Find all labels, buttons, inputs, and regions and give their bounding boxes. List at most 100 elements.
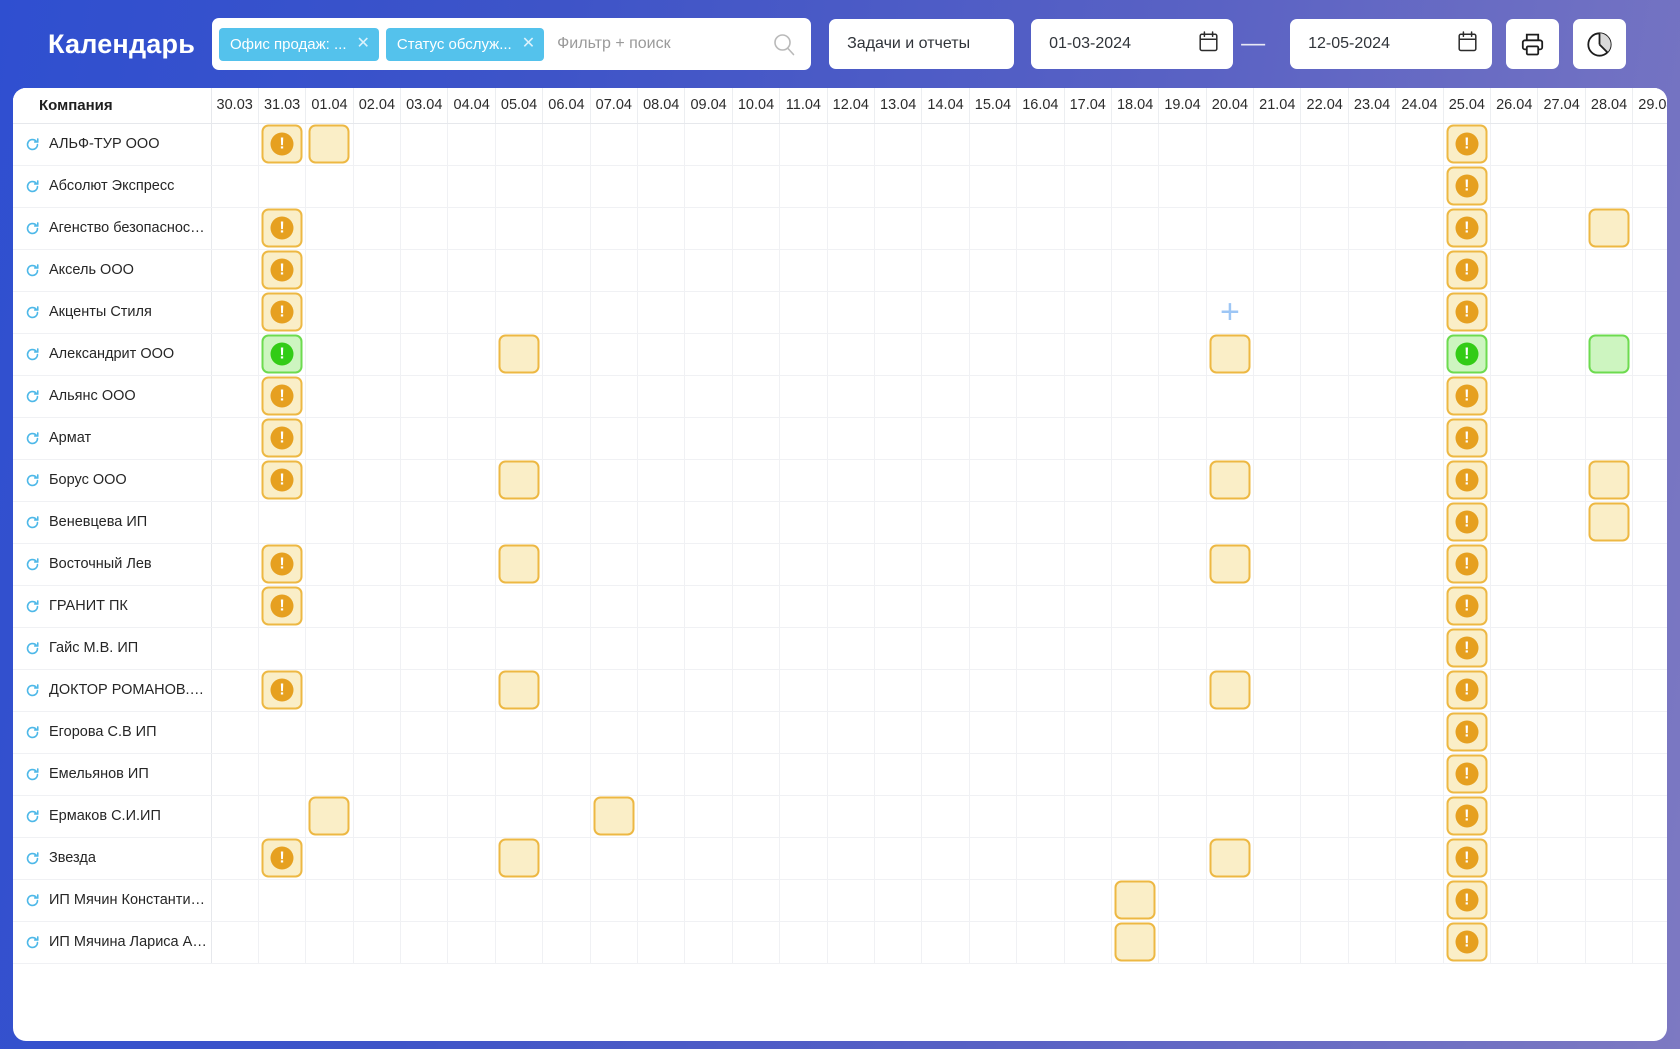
calendar-cell[interactable] <box>1158 879 1207 922</box>
event-marker[interactable]: ! <box>1446 124 1488 164</box>
calendar-cell[interactable] <box>1064 123 1112 166</box>
calendar-cell[interactable] <box>353 795 402 838</box>
calendar-cell[interactable] <box>969 627 1018 670</box>
calendar-cell[interactable] <box>1490 333 1539 376</box>
calendar-cell[interactable] <box>732 543 781 586</box>
event-marker[interactable]: ! <box>1446 754 1488 794</box>
calendar-cell[interactable] <box>969 249 1018 292</box>
calendar-cell[interactable] <box>684 249 733 292</box>
calendar-cell[interactable] <box>1632 879 1667 922</box>
calendar-cell[interactable] <box>827 711 875 754</box>
calendar-cell[interactable] <box>1490 837 1539 880</box>
event-marker[interactable]: ! <box>261 670 303 710</box>
calendar-cell[interactable] <box>1064 291 1112 334</box>
event-marker[interactable] <box>1588 334 1630 374</box>
calendar-cell[interactable] <box>1395 711 1444 754</box>
calendar-cell[interactable] <box>1585 165 1634 208</box>
calendar-cell[interactable] <box>1300 207 1349 250</box>
calendar-cell[interactable] <box>1253 879 1302 922</box>
event-marker[interactable]: ! <box>1446 502 1488 542</box>
calendar-cell[interactable] <box>779 879 828 922</box>
calendar-cell[interactable]: ! <box>258 543 307 586</box>
calendar-cell[interactable] <box>305 627 354 670</box>
calendar-cell[interactable] <box>921 711 970 754</box>
calendar-cell[interactable] <box>969 753 1018 796</box>
calendar-cell[interactable] <box>400 459 449 502</box>
calendar-cell[interactable] <box>637 165 686 208</box>
calendar-cell[interactable] <box>637 375 686 418</box>
calendar-cell[interactable] <box>211 627 259 670</box>
calendar-cell[interactable]: ! <box>1443 795 1492 838</box>
calendar-cell[interactable] <box>1016 795 1065 838</box>
calendar-cell[interactable] <box>542 501 591 544</box>
calendar-cell[interactable] <box>1300 417 1349 460</box>
calendar-cell[interactable] <box>1585 333 1634 376</box>
calendar-cell[interactable]: ! <box>1443 123 1492 166</box>
calendar-cell[interactable] <box>827 123 875 166</box>
company-cell[interactable]: Звезда <box>13 837 212 880</box>
calendar-cell[interactable] <box>353 123 402 166</box>
calendar-cell[interactable] <box>969 459 1018 502</box>
calendar-cell[interactable] <box>921 417 970 460</box>
calendar-cell[interactable] <box>732 123 781 166</box>
calendar-cell[interactable] <box>684 627 733 670</box>
calendar-cell[interactable] <box>353 165 402 208</box>
refresh-icon[interactable] <box>25 599 40 614</box>
calendar-cell[interactable] <box>1016 501 1065 544</box>
calendar-cell[interactable] <box>1395 879 1444 922</box>
calendar-cell[interactable] <box>590 165 639 208</box>
calendar-cell[interactable] <box>1632 921 1667 964</box>
event-marker[interactable]: ! <box>1446 250 1488 290</box>
calendar-cell[interactable] <box>542 627 591 670</box>
calendar-cell[interactable] <box>1016 459 1065 502</box>
calendar-cell[interactable] <box>1585 291 1634 334</box>
calendar-cell[interactable] <box>211 753 259 796</box>
calendar-cell[interactable] <box>211 165 259 208</box>
calendar-cell[interactable] <box>1016 123 1065 166</box>
calendar-cell[interactable] <box>1158 207 1207 250</box>
calendar-cell[interactable] <box>1490 921 1539 964</box>
calendar-cell[interactable] <box>1585 459 1634 502</box>
calendar-cell[interactable] <box>684 333 733 376</box>
calendar-cell[interactable] <box>969 585 1018 628</box>
calendar-cell[interactable] <box>1206 417 1255 460</box>
calendar-cell[interactable] <box>590 291 639 334</box>
calendar-cell[interactable] <box>1064 333 1112 376</box>
calendar-cell[interactable] <box>305 753 354 796</box>
calendar-cell[interactable] <box>779 459 828 502</box>
calendar-cell[interactable] <box>1300 795 1349 838</box>
calendar-cell[interactable] <box>211 207 259 250</box>
calendar-cell[interactable] <box>447 669 496 712</box>
calendar-cell[interactable] <box>542 837 591 880</box>
calendar-cell[interactable]: ! <box>1443 627 1492 670</box>
calendar-cell[interactable] <box>400 669 449 712</box>
calendar-cell[interactable] <box>874 627 923 670</box>
calendar-cell[interactable] <box>1632 207 1667 250</box>
calendar-cell[interactable] <box>305 669 354 712</box>
calendar-cell[interactable] <box>1348 585 1397 628</box>
event-marker[interactable]: ! <box>261 208 303 248</box>
calendar-cell[interactable] <box>447 165 496 208</box>
calendar-cell[interactable] <box>258 501 307 544</box>
refresh-icon[interactable] <box>25 935 40 950</box>
event-marker[interactable]: ! <box>1446 166 1488 206</box>
event-marker[interactable] <box>498 838 540 878</box>
calendar-cell[interactable] <box>1300 249 1349 292</box>
calendar-cell[interactable] <box>1348 165 1397 208</box>
calendar-cell[interactable] <box>495 207 544 250</box>
calendar-cell[interactable] <box>1537 417 1586 460</box>
event-marker[interactable]: ! <box>261 376 303 416</box>
refresh-icon[interactable] <box>25 347 40 362</box>
calendar-cell[interactable] <box>684 501 733 544</box>
calendar-cell[interactable] <box>1016 921 1065 964</box>
calendar-cell[interactable] <box>779 711 828 754</box>
calendar-cell[interactable] <box>1253 585 1302 628</box>
calendar-cell[interactable] <box>495 669 544 712</box>
calendar-cell[interactable] <box>1490 123 1539 166</box>
calendar-cell[interactable] <box>447 375 496 418</box>
calendar-cell[interactable] <box>1206 333 1255 376</box>
calendar-cell[interactable] <box>258 627 307 670</box>
refresh-icon[interactable] <box>25 557 40 572</box>
calendar-cell[interactable] <box>921 375 970 418</box>
calendar-cell[interactable] <box>590 627 639 670</box>
